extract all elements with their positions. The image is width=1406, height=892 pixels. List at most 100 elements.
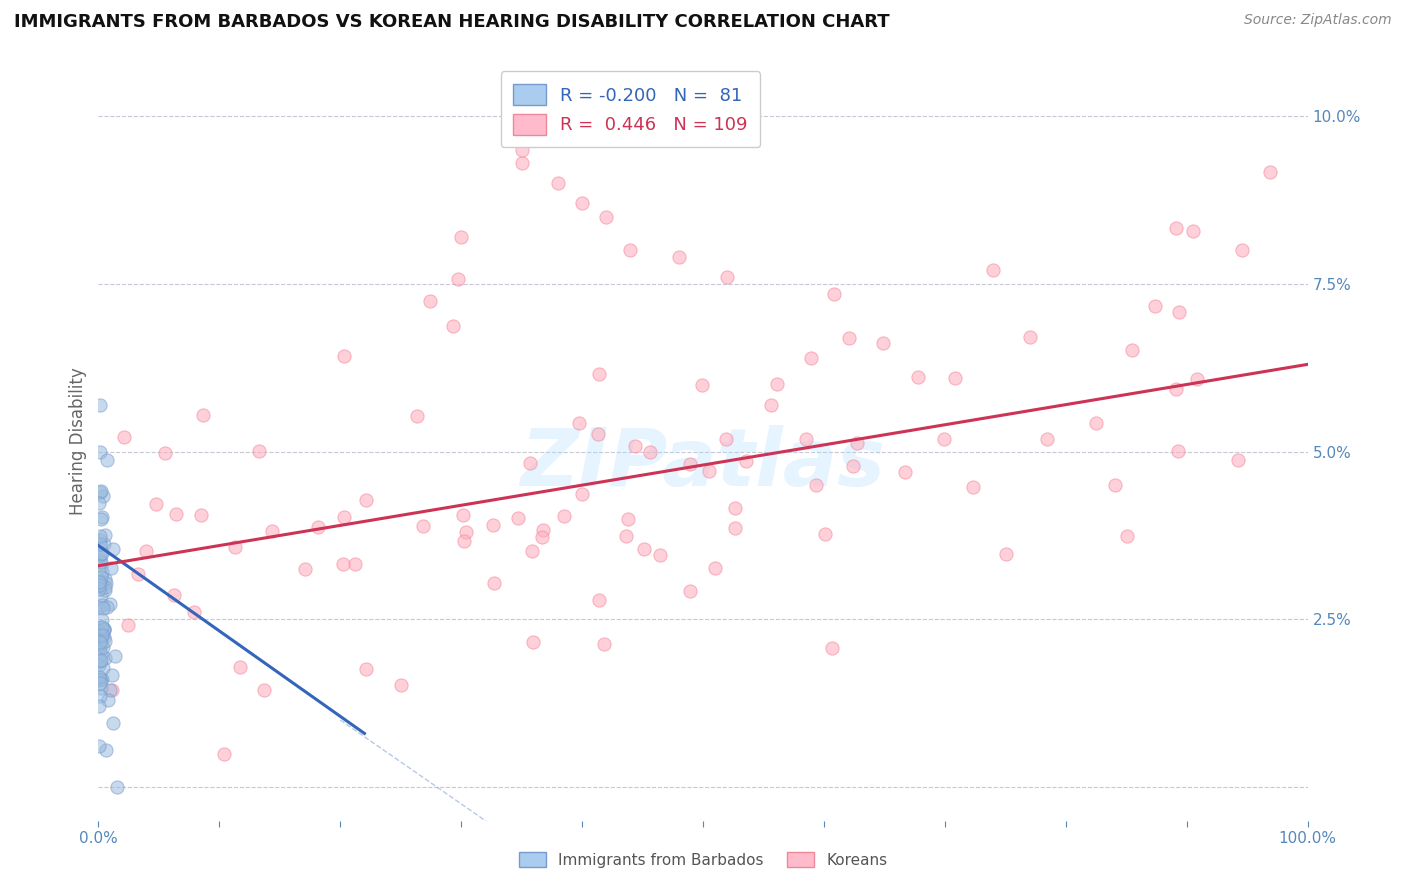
Point <box>453 534 475 549</box>
Point <box>1036 433 1059 447</box>
Point <box>406 409 429 424</box>
Point <box>838 331 860 345</box>
Point <box>89 698 111 713</box>
Point <box>446 272 468 286</box>
Point <box>87 673 110 687</box>
Point <box>482 576 505 591</box>
Point <box>588 592 610 607</box>
Point <box>105 780 128 794</box>
Point <box>89 553 111 567</box>
Point <box>253 682 276 697</box>
Point <box>842 459 865 474</box>
Point <box>104 649 127 664</box>
Point <box>907 370 929 384</box>
Point <box>735 453 758 467</box>
Point <box>101 716 124 731</box>
Point <box>103 541 125 556</box>
Point <box>724 500 747 515</box>
Point <box>93 630 115 644</box>
Point <box>90 627 112 641</box>
Point <box>101 668 124 682</box>
Point <box>90 637 112 651</box>
Point <box>690 378 713 392</box>
Point <box>93 622 115 636</box>
Point <box>519 456 541 470</box>
Legend: Immigrants from Barbados, Koreans: Immigrants from Barbados, Koreans <box>512 846 894 873</box>
Point <box>89 675 111 690</box>
Point <box>90 570 112 584</box>
Point <box>166 507 188 521</box>
Point <box>1084 416 1107 430</box>
Point <box>506 511 529 525</box>
Point <box>98 683 121 698</box>
Point <box>90 547 112 561</box>
Point <box>89 641 111 656</box>
Point <box>1187 372 1209 386</box>
Point <box>1168 305 1191 319</box>
Point <box>759 398 782 412</box>
Point <box>1181 224 1204 238</box>
Point <box>262 524 284 539</box>
Point <box>183 605 205 619</box>
Point <box>93 622 115 636</box>
Point <box>90 512 112 526</box>
Y-axis label: Hearing Disability: Hearing Disability <box>69 368 87 516</box>
Point <box>619 244 641 258</box>
Point <box>640 445 662 459</box>
Point <box>87 578 110 592</box>
Point <box>87 600 110 615</box>
Point <box>679 457 702 471</box>
Point <box>1164 221 1187 235</box>
Point <box>90 620 112 634</box>
Point <box>595 210 617 224</box>
Point <box>89 689 111 703</box>
Point <box>703 561 725 575</box>
Point <box>530 531 553 545</box>
Point <box>994 547 1017 561</box>
Point <box>90 653 112 667</box>
Point <box>765 377 787 392</box>
Point <box>89 630 111 644</box>
Point <box>354 662 377 676</box>
Point <box>617 512 640 526</box>
Point <box>87 624 110 638</box>
Point <box>482 517 505 532</box>
Point <box>419 293 441 308</box>
Point <box>412 518 434 533</box>
Point <box>91 640 114 654</box>
Point <box>117 618 139 632</box>
Text: Source: ZipAtlas.com: Source: ZipAtlas.com <box>1244 13 1392 28</box>
Point <box>332 509 354 524</box>
Point <box>90 629 112 643</box>
Point <box>294 562 316 576</box>
Point <box>93 572 115 586</box>
Point <box>100 561 122 575</box>
Point <box>716 270 738 285</box>
Point <box>1258 164 1281 178</box>
Point <box>89 670 111 684</box>
Point <box>1167 443 1189 458</box>
Point <box>90 648 112 662</box>
Point <box>714 432 737 446</box>
Point <box>89 628 111 642</box>
Point <box>89 574 111 589</box>
Point <box>845 436 868 450</box>
Point <box>162 588 184 602</box>
Point <box>90 681 112 695</box>
Point <box>96 693 118 707</box>
Point <box>307 520 329 534</box>
Point <box>531 523 554 537</box>
Point <box>145 498 167 512</box>
Point <box>624 439 647 453</box>
Point <box>89 548 111 562</box>
Point <box>127 567 149 582</box>
Point <box>332 557 354 571</box>
Point <box>823 287 845 301</box>
Point <box>510 156 533 170</box>
Point <box>981 263 1004 277</box>
Point <box>98 597 121 611</box>
Point <box>679 583 702 598</box>
Point <box>586 427 609 442</box>
Point <box>87 578 110 592</box>
Point <box>389 678 412 692</box>
